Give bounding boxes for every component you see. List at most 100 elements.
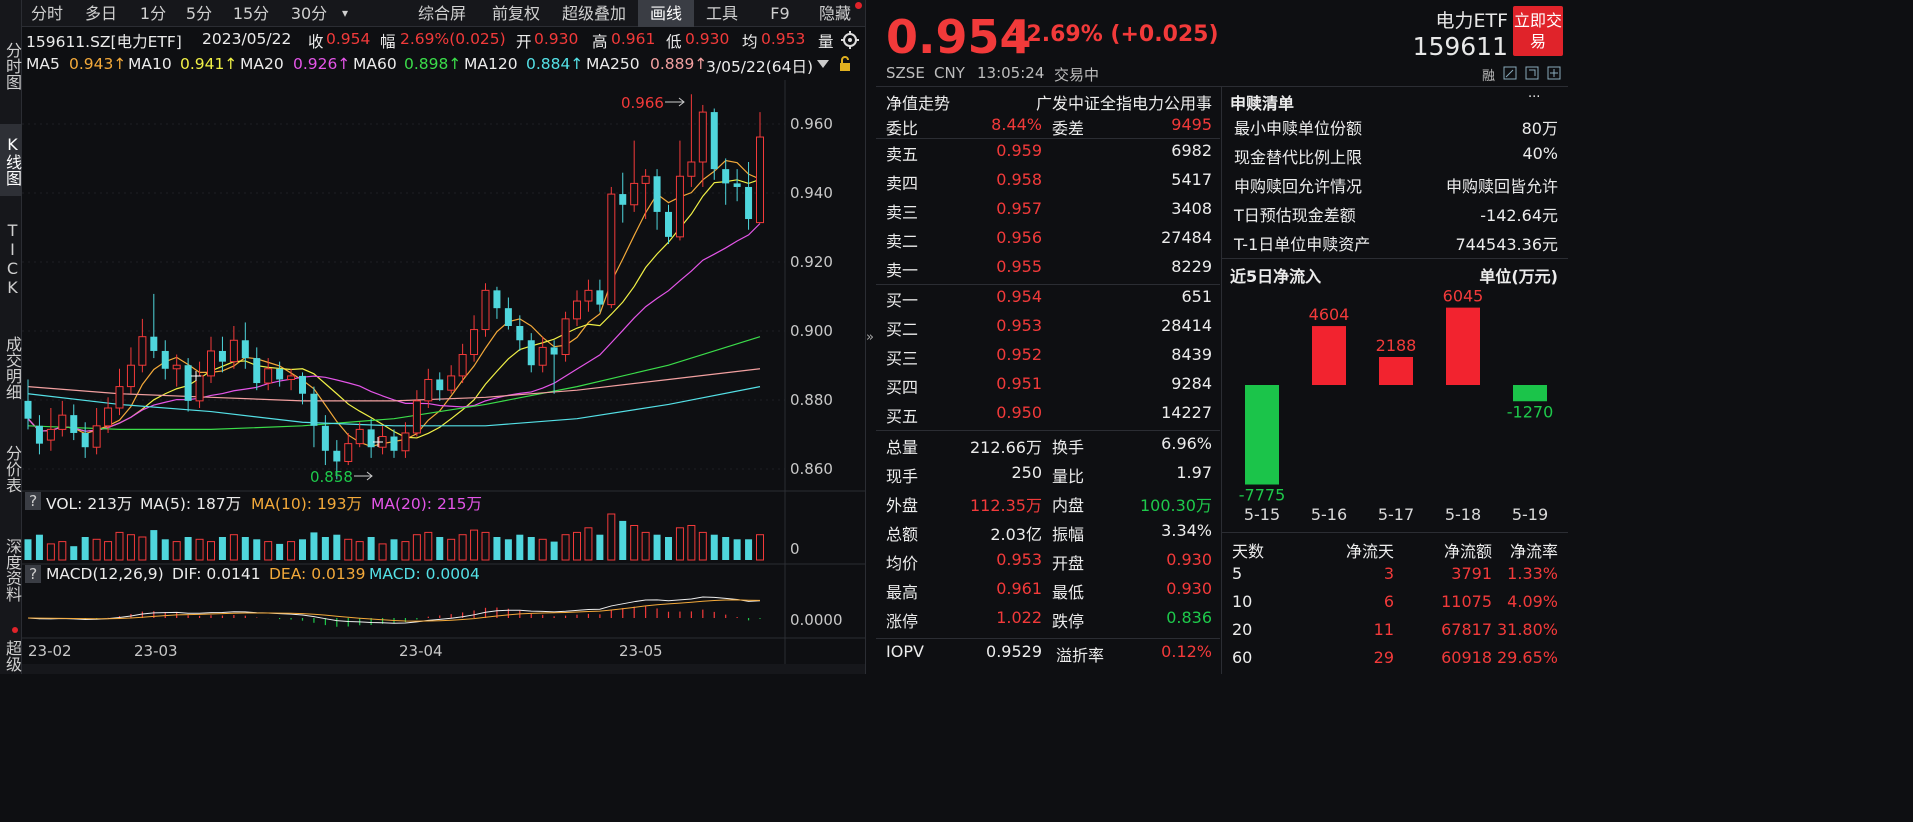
candle <box>264 368 273 384</box>
vol-ma20: MA(20): 215万 <box>371 495 483 513</box>
stat-value: 250 <box>1011 463 1042 482</box>
flow-table-cell: 5 <box>1232 564 1243 583</box>
sidebar-item-depth[interactable]: 深度资料 <box>3 538 22 602</box>
settings-gear-icon[interactable] <box>840 30 860 50</box>
quote-line: 159611.SZ[电力ETF] 2023/05/22 收 0.954 幅 2.… <box>26 28 865 54</box>
candle <box>698 111 707 163</box>
stat-value: 0.961 <box>996 579 1042 598</box>
avg-label: 均 <box>742 33 758 51</box>
expand-icon[interactable] <box>1525 66 1539 80</box>
stat-label: 振幅 <box>1052 525 1085 544</box>
lock-icon[interactable] <box>838 56 852 72</box>
candle <box>561 318 570 356</box>
volume-bar <box>458 534 467 561</box>
bid-volume: 28414 <box>1161 316 1212 335</box>
volume-bar <box>321 537 329 560</box>
volume-bar <box>207 541 215 561</box>
stat-label: 现手 <box>886 467 919 486</box>
inflow-value: 2188 <box>1376 336 1417 355</box>
tab-5min[interactable]: 5分 <box>185 4 213 23</box>
tab-15min[interactable]: 15分 <box>232 4 270 23</box>
trade-status: 交易中 <box>1054 66 1100 84</box>
bid-price: 0.953 <box>996 316 1042 335</box>
chg-label: 幅 <box>380 33 396 51</box>
sidebar-item-tick[interactable]: TICK <box>3 221 22 297</box>
date-tick: 23-03 <box>134 642 178 660</box>
candle <box>104 407 113 427</box>
candle <box>172 364 181 370</box>
flow-table-cell: 6 <box>1383 592 1394 611</box>
volume-bar <box>424 531 433 561</box>
volume-bar <box>516 534 524 560</box>
vol-ma10: MA(10): 193万 <box>251 495 363 513</box>
volume-bar <box>653 534 661 560</box>
range-label[interactable]: 3/05/22(64日) <box>706 58 814 76</box>
candle <box>70 415 78 433</box>
volume-bar <box>138 536 147 561</box>
ma120-line <box>27 386 761 427</box>
tab-1min[interactable]: 1分 <box>139 4 167 23</box>
sidebar-item-trade-detail[interactable]: 成交明细 <box>3 336 22 400</box>
tab-forward-adjust[interactable]: 前复权 <box>491 4 540 23</box>
volume-bar <box>253 539 261 560</box>
tab-multiday[interactable]: 多日 <box>84 4 117 23</box>
inflow-date: 5-16 <box>1311 505 1347 524</box>
crosshair-icon <box>191 371 201 381</box>
macd-help-icon[interactable]: ? <box>25 565 42 583</box>
kline-chart[interactable]: 0.960 0.940 0.920 0.900 0.880 0.860 0.96… <box>22 80 865 674</box>
sidebar-item-price-table[interactable]: 分价表 <box>3 445 22 493</box>
date-tick: 23-02 <box>28 642 72 660</box>
range-dropdown-icon[interactable] <box>816 58 830 70</box>
edit-icon[interactable] <box>1503 66 1517 80</box>
candle <box>424 378 433 402</box>
period-dropdown-icon[interactable]: ▾ <box>341 6 349 20</box>
volume-bar <box>573 531 581 561</box>
tab-overlay[interactable]: 超级叠加 <box>561 4 626 23</box>
redeem-label: T日预估现金差额 <box>1234 206 1356 225</box>
ma250-line <box>27 368 761 402</box>
sidebar-item-kline[interactable]: K线图 <box>0 124 22 196</box>
bid-volume: 651 <box>1181 287 1212 306</box>
tab-timeshare[interactable]: 分时 <box>30 4 63 23</box>
volume-bar <box>722 537 730 560</box>
candle <box>516 326 524 341</box>
nav-trend-tab[interactable]: 净值走势 <box>886 94 951 113</box>
volume-bar <box>550 541 558 560</box>
candle <box>458 354 467 377</box>
sidebar-item-timeshare[interactable]: 分时图 <box>3 42 22 90</box>
flow-unit: 单位(万元) <box>1479 267 1558 286</box>
ma10-label: MA10 <box>128 55 172 73</box>
volume-bar <box>150 530 158 560</box>
inflow-date: 5-18 <box>1445 505 1481 524</box>
stat-value: 1.97 <box>1176 463 1212 482</box>
stat-label: 内盘 <box>1052 496 1085 515</box>
volume-bar <box>527 537 535 560</box>
low-annotation: 0.858 <box>310 468 353 486</box>
vol-help-icon[interactable]: ? <box>25 492 42 510</box>
sidebar-item-super[interactable]: 超级 <box>3 640 22 672</box>
vol-label: 量 <box>818 33 834 51</box>
trade-now-button[interactable]: 立即交易 <box>1513 6 1563 56</box>
dea-line <box>27 599 761 622</box>
volume-bar <box>195 538 204 561</box>
tab-30min[interactable]: 30分 <box>290 4 328 23</box>
volume-bar <box>81 537 89 560</box>
macd-legend: ? MACD(12,26,9) DIF: 0.0141 DEA: 0.0139 … <box>22 564 763 586</box>
candle <box>550 347 558 355</box>
currency: CNY <box>934 64 965 82</box>
tab-hide[interactable]: 隐藏 <box>818 4 851 23</box>
redeem-value: 744543.36元 <box>1455 235 1558 254</box>
tab-composite[interactable]: 综合屏 <box>417 4 466 23</box>
vol-axis-tick: 0 <box>790 540 800 558</box>
add-icon[interactable] <box>1547 66 1561 80</box>
tab-draw[interactable]: 画线 <box>638 0 694 27</box>
candle <box>630 182 639 206</box>
more-icon[interactable]: ··· <box>1528 90 1541 105</box>
flow-table: 天数 净流天 净流额 净流率 5 3 3791 1.33% 10 6 11075 4.09% 20 11 6… <box>1222 534 1568 674</box>
tab-f9[interactable]: F9 <box>770 4 790 23</box>
tab-tools[interactable]: 工具 <box>705 4 738 23</box>
collapse-icon[interactable]: » <box>866 330 874 345</box>
volume-bar <box>481 531 490 561</box>
volume-bar <box>92 538 101 561</box>
flow-table-cell: 29 <box>1373 648 1394 667</box>
